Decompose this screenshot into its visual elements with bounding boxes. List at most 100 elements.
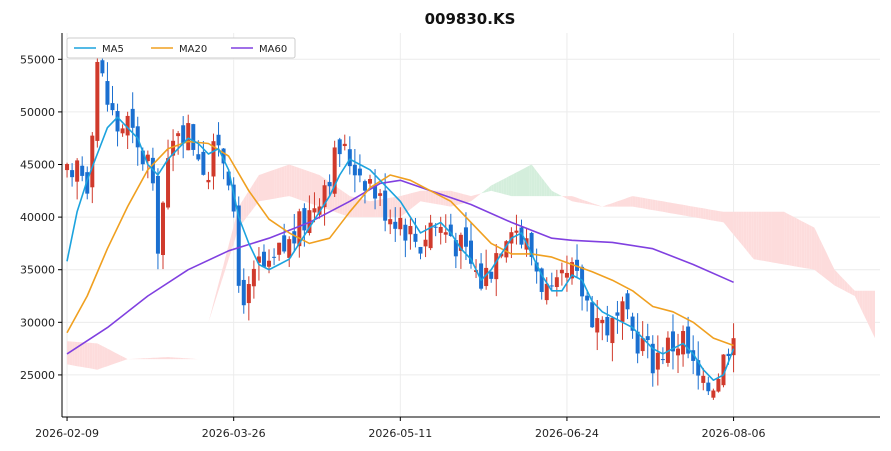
cloud-segment <box>147 358 151 360</box>
x-tick-label: 2026-08-06 <box>702 427 766 440</box>
cloud-segment <box>311 172 315 205</box>
candle-body <box>196 154 201 160</box>
candle-body <box>590 302 595 328</box>
cloud-segment <box>566 196 570 200</box>
candle-body <box>696 360 701 376</box>
candle-body <box>135 126 140 148</box>
cloud-segment <box>407 193 411 212</box>
cloud-segment <box>819 238 822 276</box>
cloud-segment <box>604 204 608 207</box>
cloud-segment <box>556 193 560 197</box>
cloud-segment <box>726 211 729 229</box>
cloud-segment <box>476 194 479 198</box>
cloud-segment <box>622 198 625 207</box>
cloud-segment <box>854 290 858 302</box>
candle-body <box>716 378 721 392</box>
cloud-segment <box>503 177 507 195</box>
cloud-segment <box>344 192 348 217</box>
candle-body <box>519 227 524 245</box>
candle-body <box>155 175 160 254</box>
candle-body <box>206 179 211 183</box>
cloud-segment <box>468 195 471 202</box>
cloud-segment <box>736 211 739 241</box>
cloud-segment <box>380 199 383 218</box>
candle-body <box>216 134 221 146</box>
cloud-segment <box>753 211 757 260</box>
cloud-segment <box>387 197 391 218</box>
candle-body <box>413 233 418 242</box>
cloud-segment <box>165 357 168 360</box>
cloud-segment <box>751 211 754 260</box>
cloud-segment <box>107 348 110 367</box>
cloud-segment <box>650 199 653 211</box>
cloud-segment <box>74 341 78 367</box>
candle-body <box>721 354 726 386</box>
cloud-segment <box>572 196 575 202</box>
candle-body <box>145 154 150 162</box>
cloud-segment <box>175 357 179 360</box>
cloud-segment <box>809 225 812 270</box>
cloud-segment <box>241 198 244 225</box>
cloud-segment <box>150 357 153 360</box>
cloud-segment <box>233 216 237 244</box>
cloud-segment <box>97 343 100 370</box>
legend-label: MA5 <box>102 44 124 55</box>
cloud-segment <box>630 196 633 207</box>
cloud-segment <box>274 168 277 199</box>
cloud-segment <box>301 168 305 202</box>
candle-body <box>559 269 564 274</box>
y-tick-label: 30000 <box>20 316 55 329</box>
cloud-segment <box>281 166 285 198</box>
candle-body <box>297 211 302 247</box>
cloud-segment <box>801 221 805 268</box>
cloud-segment <box>761 211 764 261</box>
cloud-segment <box>791 215 795 267</box>
cloud-segment <box>534 167 537 197</box>
cloud-segment <box>405 194 408 214</box>
candle-body <box>221 148 226 164</box>
cloud-segment <box>859 290 863 312</box>
y-tick-label: 40000 <box>20 211 55 224</box>
candle-body <box>665 337 670 363</box>
candle-body <box>408 226 413 235</box>
candle-body <box>256 256 261 263</box>
cloud-segment <box>173 357 176 360</box>
cloud-segment <box>342 190 345 216</box>
cloud-segment <box>152 357 156 360</box>
x-tick-label: 2026-05-11 <box>368 427 432 440</box>
candle-body <box>484 267 489 287</box>
y-tick-label: 35000 <box>20 264 55 277</box>
cloud-segment <box>458 192 461 205</box>
cloud-segment <box>688 205 691 217</box>
cloud-segment <box>779 211 782 264</box>
cloud-segment <box>140 358 143 360</box>
cloud-segment <box>276 168 280 199</box>
cloud-segment <box>594 204 598 206</box>
cloud-segment <box>279 167 282 198</box>
cloud-segment <box>375 200 378 218</box>
cloud-segment <box>94 343 98 370</box>
cloud-segment <box>261 173 264 201</box>
candle-body <box>428 222 433 249</box>
cloud-segment <box>137 358 141 360</box>
candle-body <box>226 171 231 186</box>
cloud-segment <box>849 285 853 295</box>
cloud-segment <box>592 203 595 206</box>
candle-body <box>635 331 640 354</box>
cloud-segment <box>539 174 542 197</box>
candle-body <box>65 164 70 171</box>
x-tick-label: 2026-06-24 <box>535 427 599 440</box>
candle-body <box>337 139 342 155</box>
candle-body <box>615 312 620 316</box>
candle-body <box>120 128 125 134</box>
cloud-segment <box>784 211 787 265</box>
cloud-segment <box>79 342 83 367</box>
cloud-segment <box>733 211 737 238</box>
y-tick-label: 55000 <box>20 53 55 66</box>
cloud-segment <box>551 190 555 197</box>
candle-body <box>691 350 696 361</box>
cloud-segment <box>69 341 73 366</box>
candle-body <box>418 246 423 254</box>
cloud-segment <box>723 211 726 226</box>
candle-body <box>726 353 731 357</box>
